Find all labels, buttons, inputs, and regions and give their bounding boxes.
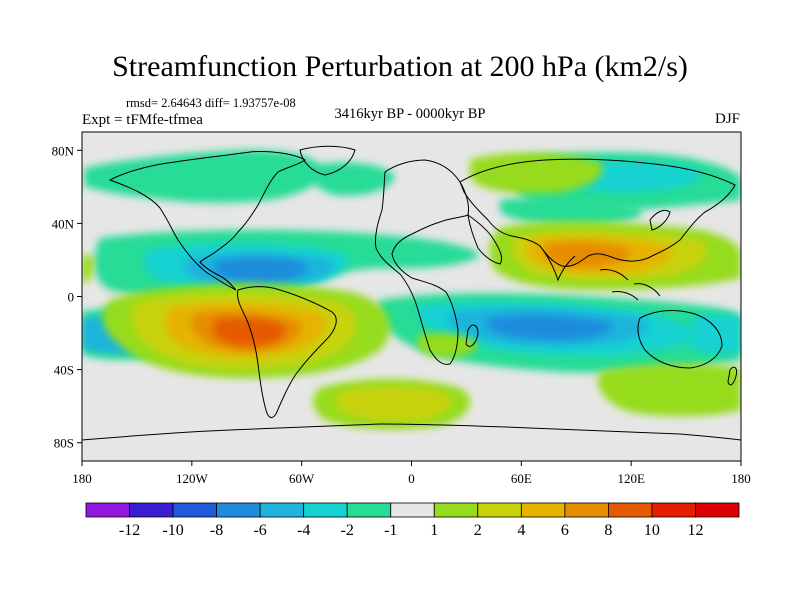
y-tick-label: 80N (52, 143, 75, 158)
colorbar-swatch (477, 502, 522, 518)
x-tick-label: 120E (617, 471, 645, 486)
x-tick-label: 60E (511, 471, 532, 486)
coast-madagascar (465, 324, 479, 347)
experiment-label: Expt = tFMfe-tfmea (82, 112, 203, 128)
y-tick-label: 80S (54, 436, 74, 451)
coastlines (82, 145, 741, 441)
contour-pos-north-central (470, 152, 603, 194)
colorbar-label: -8 (210, 522, 223, 539)
colorbar-label: -2 (341, 522, 354, 539)
colorbar-swatch (172, 502, 217, 518)
contour-neg-south-indian-4 (486, 314, 612, 341)
colorbar-label: 6 (561, 522, 569, 539)
contour-pos-east-pacific-south (597, 363, 741, 417)
contour-pos-south-america-5 (214, 318, 286, 347)
contour-neg-east-asia (500, 197, 642, 226)
colorbar-swatch (608, 502, 653, 518)
colorbar-swatch (695, 502, 740, 518)
coast-asia (459, 158, 736, 267)
axes: 180 120W 60W 0 60E 120E 180 80N 40N 0 40S 80S (52, 143, 751, 486)
colorbar-label: -1 (384, 522, 397, 539)
period-label: 3416kyr BP - 0000kyr BP (334, 106, 486, 122)
colorbar-label: -10 (162, 522, 183, 539)
colorbar-label: -4 (297, 522, 310, 539)
colorbar-label: 10 (644, 522, 660, 539)
contour-neg-north-atlantic (84, 150, 322, 203)
colorbar-label: -6 (253, 522, 266, 539)
coast-australia (637, 310, 723, 369)
contour-fields (82, 150, 741, 430)
x-tick-label: 120W (176, 471, 209, 486)
colorbar-swatch (129, 502, 174, 518)
colorbar-label: 8 (604, 522, 612, 539)
x-tick-label: 60W (289, 471, 315, 486)
y-tick-label: 40N (52, 216, 75, 231)
coast-southeast-asia-islands (599, 269, 661, 301)
stats-label: rmsd= 2.64643 diff= 1.93757e-08 (126, 96, 296, 110)
contour-neg-tropics-west-4 (215, 257, 307, 283)
coast-north-america (108, 151, 306, 291)
contour-pos-south-atlantic (417, 333, 478, 358)
contour-pos-west-pacific-west (82, 255, 94, 282)
colorbar-label: 4 (517, 522, 525, 539)
x-tick-label: 0 (408, 471, 415, 486)
coast-arabia (467, 213, 503, 265)
colorbar-label: 12 (687, 522, 703, 539)
colorbar-swatch (216, 502, 261, 518)
coast-south-america (237, 286, 337, 418)
colorbar-swatch (346, 502, 392, 518)
contour-pos-southern-ocean-2 (335, 386, 452, 422)
colorbar-swatch (259, 502, 305, 518)
x-tick-label: 180 (731, 471, 751, 486)
colorbar-label: 2 (474, 522, 482, 539)
y-tick-label: 40S (54, 363, 74, 378)
colorbar-swatch (651, 502, 696, 518)
coast-greenland (299, 145, 356, 176)
coast-india (539, 245, 576, 282)
coast-antarctica (82, 423, 741, 441)
colorbar-label: 1 (430, 522, 438, 539)
colorbar-swatch (433, 502, 479, 518)
contour-neg-north-europe (312, 162, 395, 196)
colorbar: -12 -10 -8 -6 -4 -2 -1 1 2 4 6 8 10 12 (85, 502, 740, 539)
season-label: DJF (714, 111, 740, 127)
colorbar-swatch (303, 502, 348, 518)
coast-new-zealand (727, 366, 737, 386)
coast-europe-africa (375, 159, 469, 365)
colorbar-swatch (390, 502, 435, 518)
contour-neg-far-east-pacific (690, 314, 741, 354)
contour-pos-asia-west-pacific-4 (545, 242, 631, 268)
colorbar-swatch (520, 502, 566, 518)
colorbar-label: -12 (119, 522, 140, 539)
x-tick-label: 180 (72, 471, 92, 486)
colorbar-swatch (85, 502, 130, 518)
colorbar-swatch (564, 502, 609, 518)
y-tick-label: 0 (68, 290, 75, 305)
chart-title: Streamfunction Perturbation at 200 hPa (… (112, 50, 688, 83)
coast-japan (649, 209, 671, 231)
